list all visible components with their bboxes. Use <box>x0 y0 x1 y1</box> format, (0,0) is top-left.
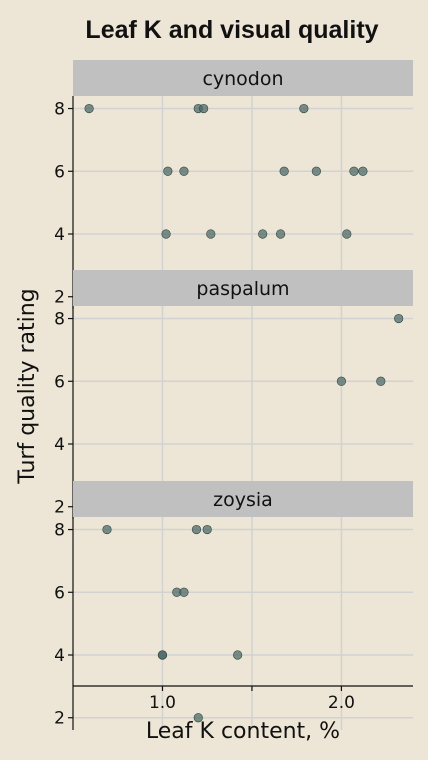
y-tick-label: 2 <box>54 288 65 308</box>
data-point <box>199 103 209 114</box>
y-tick-label: 4 <box>54 435 65 455</box>
strip-background <box>73 270 413 306</box>
y-tick-label: 6 <box>54 162 65 182</box>
data-point <box>336 376 347 386</box>
y-tick-label: 6 <box>54 583 65 603</box>
data-point <box>179 587 189 597</box>
data-point <box>258 229 268 239</box>
x-axis-title: Leaf K content, % <box>146 719 340 744</box>
y-tick-label: 4 <box>54 225 65 245</box>
data-point <box>193 713 203 723</box>
data-point <box>202 524 212 535</box>
y-tick-label: 2 <box>54 498 65 518</box>
data-point <box>161 229 171 239</box>
data-point <box>84 103 94 114</box>
y-axis-title: Turf quality rating <box>15 288 40 484</box>
strip-background <box>73 60 413 96</box>
data-point <box>394 313 404 324</box>
data-point <box>358 166 368 176</box>
x-tick-label: 2.0 <box>328 693 355 713</box>
data-point <box>191 524 202 535</box>
data-point <box>163 166 173 176</box>
data-point <box>206 229 216 239</box>
data-point <box>376 376 386 386</box>
data-point <box>179 166 189 176</box>
data-point <box>311 166 321 176</box>
strip-label: cynodon <box>202 68 283 90</box>
data-point <box>157 650 168 660</box>
panel-cynodon: cynodon 2 4 6 8 <box>54 60 413 309</box>
y-tick-label: 2 <box>54 709 65 729</box>
strip-label: paspalum <box>196 278 289 300</box>
data-point <box>102 524 112 535</box>
panel-paspalum: paspalum 2 4 6 8 <box>54 270 413 519</box>
x-tick-label: 1.0 <box>149 693 176 713</box>
facet-panels: cynodon 2 4 6 8 paspalum 2 4 6 8 zoysia 2 4 6 8 <box>54 60 413 730</box>
y-tick-label: 6 <box>54 372 65 392</box>
strip-label: zoysia <box>213 489 273 511</box>
chart-title: Leaf K and visual quality <box>85 16 378 44</box>
data-point <box>233 650 243 660</box>
data-point <box>279 166 289 176</box>
y-tick-label: 8 <box>54 310 65 330</box>
y-tick-label: 4 <box>54 646 65 666</box>
strip-background <box>73 481 413 517</box>
data-point <box>342 229 352 239</box>
panel-zoysia: zoysia 2 4 6 8 <box>54 481 413 730</box>
y-tick-label: 8 <box>54 100 65 120</box>
x-axis: 1.0 2.0 <box>73 685 413 713</box>
data-point <box>349 166 359 176</box>
y-tick-label: 8 <box>54 521 65 541</box>
data-point <box>275 229 286 239</box>
data-point <box>299 103 309 114</box>
